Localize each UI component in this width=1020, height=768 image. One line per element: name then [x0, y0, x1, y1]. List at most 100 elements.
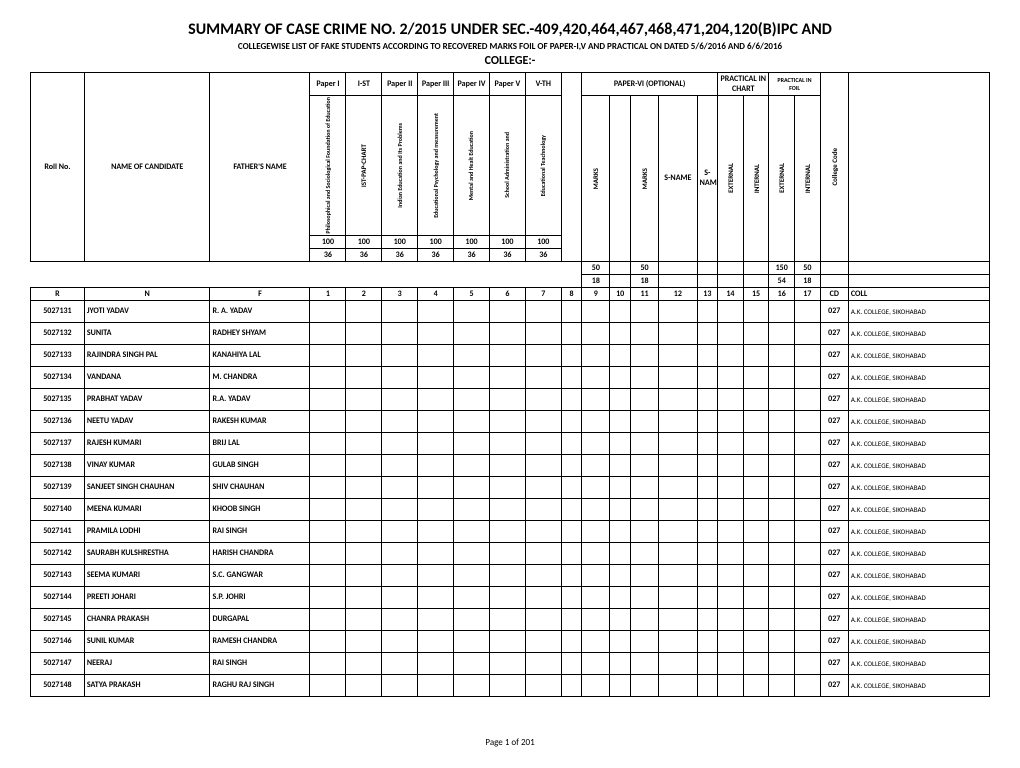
cell-college: A.K. COLLEGE, SIKOHABAD — [848, 652, 989, 674]
cell-empty — [454, 586, 490, 608]
cell-father: SHIV CHAUHAN — [210, 476, 310, 498]
cell-name: RAJINDRA SINGH PAL — [84, 344, 210, 366]
cell-empty — [582, 630, 610, 652]
lbl-2: 2 — [346, 287, 382, 300]
cell-empty — [454, 542, 490, 564]
cell-empty — [489, 322, 525, 344]
cell-empty — [630, 630, 658, 652]
sub-paper-ii: Indian Education and Its Problems — [382, 96, 418, 236]
table-row: 5027138VINAY KUMARGULAB SINGH027A.K. COL… — [31, 454, 990, 476]
cell-empty — [525, 366, 561, 388]
cell-empty — [795, 388, 821, 410]
cell-empty — [418, 322, 454, 344]
cell-empty — [630, 366, 658, 388]
cell-empty — [718, 388, 744, 410]
cell-empty — [382, 674, 418, 696]
sub-paper-iv: Mental and Healt Education — [454, 96, 490, 236]
cell-empty — [582, 344, 610, 366]
cell-empty — [561, 322, 582, 344]
cell-empty — [718, 432, 744, 454]
cell-empty — [659, 520, 697, 542]
cell-empty — [418, 564, 454, 586]
cell-empty — [561, 366, 582, 388]
cell-empty — [743, 586, 769, 608]
cell-empty — [610, 520, 631, 542]
cell-empty — [382, 498, 418, 520]
cell-empty — [454, 432, 490, 454]
table-row: 5027143SEEMA KUMARIS.C. GANGWAR027A.K. C… — [31, 564, 990, 586]
cell-father: RAI SINGH — [210, 520, 310, 542]
cell-empty — [610, 432, 631, 454]
cell-empty — [795, 608, 821, 630]
col-external2: EXTERNAL — [769, 96, 795, 262]
cell-empty — [525, 476, 561, 498]
cell-father: R. A. YADAV — [210, 300, 310, 322]
cell-empty — [454, 498, 490, 520]
cell-empty — [525, 300, 561, 322]
cell-cd: 027 — [820, 542, 848, 564]
cell-empty — [697, 432, 718, 454]
cell-empty — [561, 476, 582, 498]
max-1: 100 — [310, 235, 346, 248]
cell-empty — [795, 564, 821, 586]
cell-empty — [743, 498, 769, 520]
cell-father: GULAB SINGH — [210, 454, 310, 476]
cell-empty — [346, 564, 382, 586]
cell-roll: 5027136 — [31, 410, 85, 432]
cell-empty — [795, 322, 821, 344]
cell-empty — [582, 520, 610, 542]
cell-empty — [697, 674, 718, 696]
lbl-10: 10 — [610, 287, 631, 300]
cell-empty — [582, 674, 610, 696]
min-5: 36 — [454, 248, 490, 261]
cell-empty — [630, 410, 658, 432]
cell-empty — [743, 388, 769, 410]
cell-empty — [454, 630, 490, 652]
cell-college: A.K. COLLEGE, SIKOHABAD — [848, 608, 989, 630]
cell-cd: 027 — [820, 322, 848, 344]
cell-roll: 5027137 — [31, 432, 85, 454]
cell-empty — [346, 432, 382, 454]
cell-empty — [718, 652, 744, 674]
cell-empty — [582, 322, 610, 344]
cell-empty — [697, 366, 718, 388]
table-row: 5027147NEERAJRAI SINGH027A.K. COLLEGE, S… — [31, 652, 990, 674]
cell-empty — [310, 586, 346, 608]
lbl-COLL: COLL — [848, 287, 989, 300]
cell-empty — [525, 630, 561, 652]
cell-empty — [382, 432, 418, 454]
cell-empty — [718, 564, 744, 586]
lbl-1: 1 — [310, 287, 346, 300]
cell-empty — [346, 344, 382, 366]
cell-roll: 5027133 — [31, 344, 85, 366]
cell-empty — [489, 366, 525, 388]
main-title: SUMMARY OF CASE CRIME NO. 2/2015 UNDER S… — [30, 20, 990, 39]
cell-cd: 027 — [820, 564, 848, 586]
cell-empty — [454, 608, 490, 630]
col-blank-a — [561, 73, 582, 262]
cell-empty — [718, 410, 744, 432]
cell-empty — [718, 608, 744, 630]
col-paper-vi: PAPER-VI (OPTIONAL) — [582, 73, 718, 96]
cell-empty — [659, 586, 697, 608]
cell-name: SANJEET SINGH CHAUHAN — [84, 476, 210, 498]
cell-college: A.K. COLLEGE, SIKOHABAD — [848, 388, 989, 410]
lbl-15: 15 — [743, 287, 769, 300]
cell-empty — [697, 388, 718, 410]
cell-roll: 5027135 — [31, 388, 85, 410]
cell-empty — [795, 586, 821, 608]
cell-empty — [310, 652, 346, 674]
cell-empty — [743, 630, 769, 652]
cell-father: S.P. JOHRI — [210, 586, 310, 608]
col-internal: INTERNAL — [743, 96, 769, 262]
cell-empty — [610, 300, 631, 322]
cell-empty — [346, 608, 382, 630]
lbl-7: 7 — [525, 287, 561, 300]
cell-empty — [795, 410, 821, 432]
cell-empty — [769, 410, 795, 432]
cell-empty — [743, 652, 769, 674]
col-paper-v: Paper V — [489, 73, 525, 96]
cell-empty — [795, 476, 821, 498]
cell-empty — [769, 476, 795, 498]
cell-roll: 5027132 — [31, 322, 85, 344]
